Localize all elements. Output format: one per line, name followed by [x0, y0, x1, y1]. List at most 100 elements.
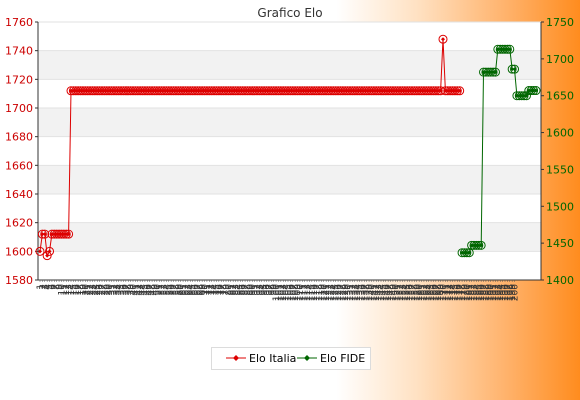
y-left-tick-label: 1740: [5, 45, 33, 58]
x-tick-label: 63: [184, 284, 194, 295]
x-tick-label: 145: [379, 284, 389, 301]
y-right-tick-label: 1400: [546, 274, 574, 287]
x-tick-label: 112: [301, 284, 311, 301]
x-tick-label: 24: [91, 284, 101, 296]
x-tick-label: 66: [191, 284, 201, 296]
y-right-tick-label: 1650: [546, 90, 574, 103]
x-tick-label: 99: [270, 284, 280, 296]
x-tick-label: 23: [88, 284, 98, 295]
x-tick-label: 187: [480, 284, 490, 301]
data-point-elo-italia: [64, 229, 74, 239]
x-tick-label: 74: [210, 284, 220, 296]
x-tick-label: 69: [198, 284, 208, 296]
x-tick-label: 197: [503, 284, 513, 301]
x-tick-label: 92: [253, 284, 263, 295]
legend-swatch-elo-italia: [226, 355, 246, 361]
x-tick-label: 181: [465, 284, 475, 301]
x-tick-label: 122: [325, 284, 335, 301]
data-point-ring: [510, 64, 520, 74]
data-point-ring: [40, 229, 50, 239]
data-point-elo-fide: [510, 64, 520, 74]
x-tick-label: 27: [98, 284, 108, 295]
x-tick-label: 34: [115, 284, 125, 296]
x-tick-label: 82: [229, 284, 239, 295]
x-tick-label: 132: [348, 284, 358, 301]
x-tick-label: 135: [356, 284, 366, 301]
data-point-marker: [464, 250, 469, 255]
x-tick-label: 9: [55, 284, 65, 290]
x-tick-label: 18: [77, 284, 87, 296]
x-tick-label: 172: [444, 284, 454, 301]
x-tick-label: 7: [50, 284, 60, 290]
x-tick-label: 178: [458, 284, 468, 301]
x-tick-label: 119: [317, 284, 327, 301]
x-tick-label: 62: [181, 284, 191, 295]
x-tick-label: 188: [482, 284, 492, 301]
data-point-marker: [64, 232, 69, 237]
x-tick-label: 116: [310, 284, 320, 301]
x-tick-label: 78: [220, 284, 230, 296]
x-tick-label: 162: [420, 284, 430, 301]
x-tick-label: 185: [475, 284, 485, 301]
x-tick-label: 134: [353, 284, 363, 301]
x-tick-label: 126: [334, 284, 344, 301]
x-tick-label: 125: [332, 284, 342, 301]
x-tick-label: 40: [129, 284, 139, 296]
data-point-elo-fide: [531, 86, 541, 96]
x-tick-label: 6: [48, 284, 58, 290]
data-point-elo-italia: [455, 86, 465, 96]
data-point-marker: [476, 243, 481, 248]
grid-band: [38, 165, 541, 194]
x-tick-label: 127: [336, 284, 346, 301]
y-left-tick-label: 1700: [5, 102, 33, 115]
x-tick-label: 55: [165, 284, 175, 295]
x-tick-label: 59: [174, 284, 184, 296]
x-tick-label: 57: [170, 284, 180, 295]
x-tick-label: 31: [108, 284, 118, 295]
grid-band: [38, 222, 541, 252]
x-tick-label: 146: [382, 284, 392, 301]
x-tick-label: 148: [387, 284, 397, 301]
x-tick-label: 176: [453, 284, 463, 301]
x-tick-label: 54: [162, 284, 172, 296]
x-tick-label: 141: [370, 284, 380, 301]
x-tick-label: 151: [394, 284, 404, 301]
data-point-elo-italia: [438, 34, 448, 44]
x-tick-label: 95: [260, 284, 270, 295]
data-point-marker: [510, 67, 515, 72]
x-tick-label: 10: [57, 284, 67, 296]
x-tick-label: 25: [93, 284, 103, 295]
x-tick-label: 52: [158, 284, 168, 295]
x-tick-label: 3: [41, 284, 51, 290]
x-tick-label: 91: [251, 284, 261, 295]
y-right-tick-label: 1700: [546, 53, 574, 66]
x-tick-label: 43: [136, 284, 146, 295]
x-tick-label: 182: [468, 284, 478, 301]
x-tick-label: 68: [196, 284, 206, 296]
data-point-ring: [521, 91, 531, 101]
x-tick-label: 113: [303, 284, 313, 301]
data-point-marker: [531, 88, 536, 93]
x-tick-label: 28: [100, 284, 110, 296]
x-tick-label: 198: [506, 284, 516, 301]
x-tick-label: 165: [427, 284, 437, 301]
x-tick-label: 48: [148, 284, 158, 296]
x-tick-label: 191: [489, 284, 499, 301]
x-tick-label: 173: [446, 284, 456, 301]
x-tick-label: 193: [494, 284, 504, 301]
data-point-elo-fide: [505, 44, 515, 54]
x-tick-label: 58: [172, 284, 182, 296]
x-tick-label: 115: [308, 284, 318, 301]
x-tick-label: 196: [501, 284, 511, 301]
grid-band: [38, 108, 541, 137]
x-tick-label: 51: [155, 284, 165, 295]
x-tick-label: 33: [112, 284, 122, 295]
data-point-ring: [490, 67, 500, 77]
x-tick-label: 150: [391, 284, 401, 301]
x-tick-label: 169: [437, 284, 447, 301]
x-tick-label: 39: [127, 284, 137, 296]
data-point-elo-italia: [45, 246, 55, 256]
x-tick-label: 37: [122, 284, 132, 295]
y-left-tick-label: 1620: [5, 217, 33, 230]
